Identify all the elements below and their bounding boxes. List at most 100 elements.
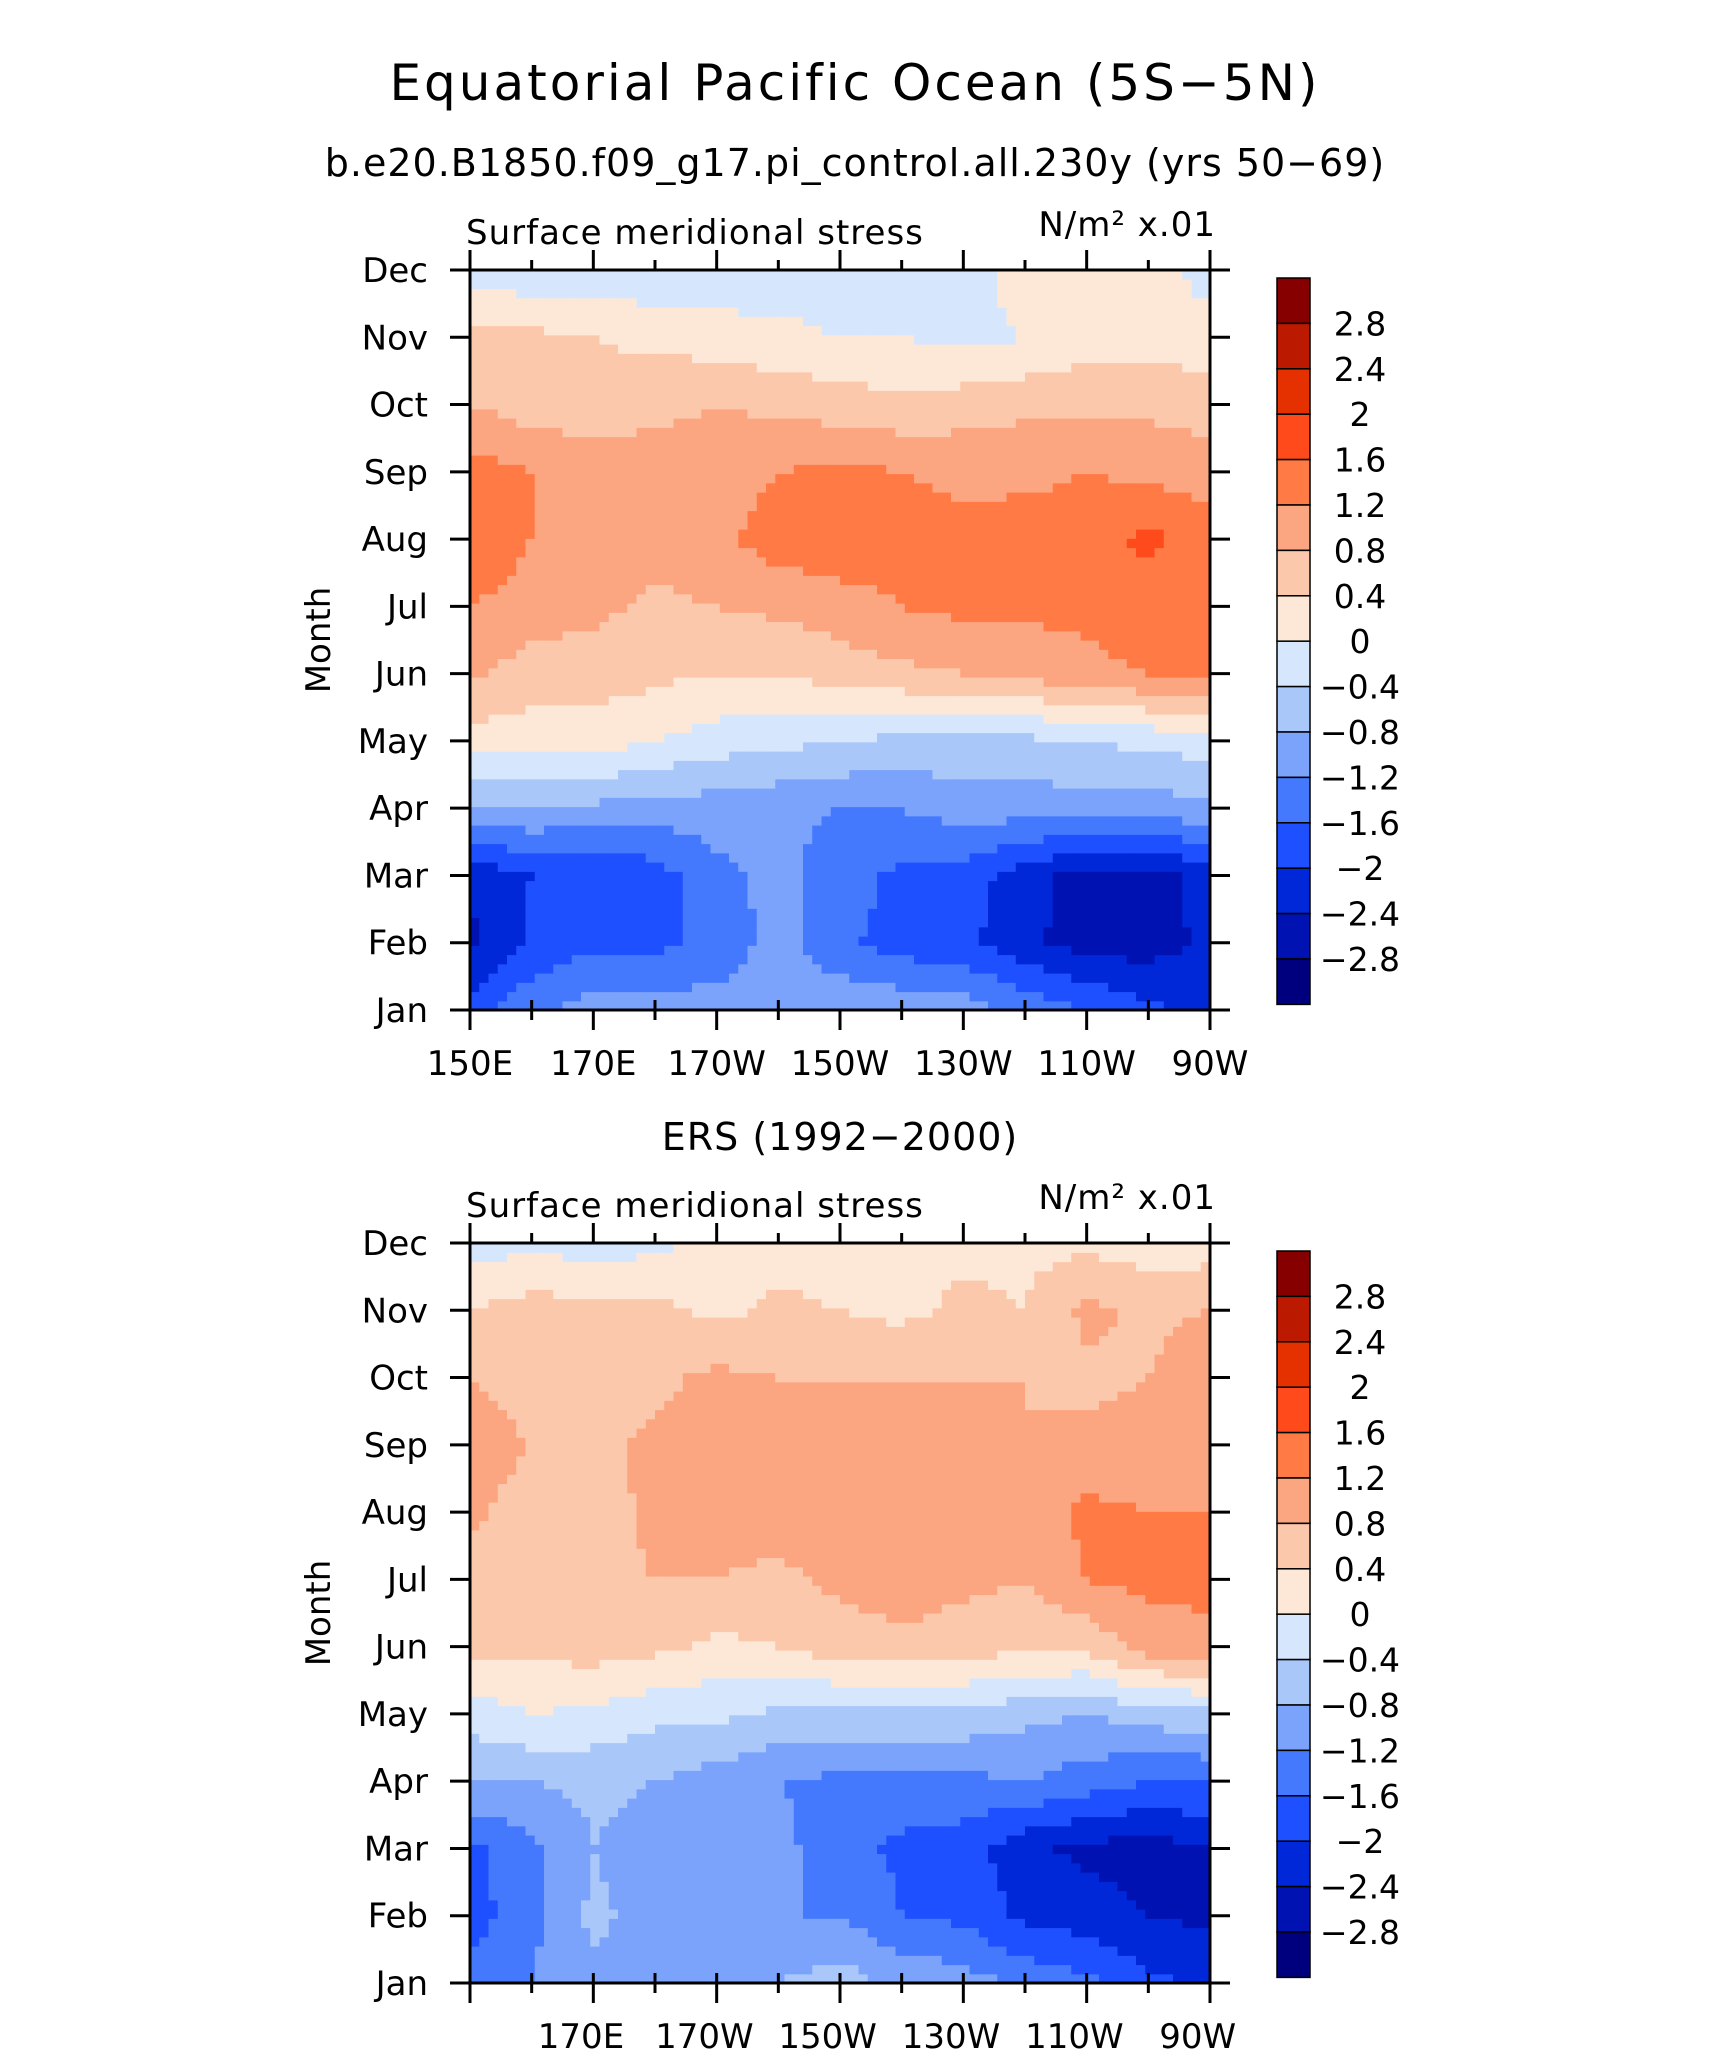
heatmap-cell — [951, 473, 961, 484]
heatmap-cell — [571, 741, 582, 752]
heatmap-cell — [766, 593, 776, 604]
heatmap-cell — [608, 760, 619, 771]
heatmap-cell — [1108, 908, 1119, 919]
heatmap-cell — [1173, 963, 1183, 974]
heatmap-cell — [775, 880, 786, 891]
heatmap-cell — [1043, 741, 1054, 752]
heatmap-cell — [1080, 593, 1091, 604]
heatmap-cell — [877, 519, 887, 530]
heatmap-cell — [516, 649, 527, 660]
heatmap-cell — [618, 575, 628, 586]
heatmap-cell — [1136, 584, 1146, 595]
heatmap-cell — [562, 482, 573, 493]
heatmap-cell — [738, 686, 749, 697]
heatmap-cell — [581, 963, 591, 974]
heatmap-cell — [941, 556, 952, 567]
heatmap-cell — [867, 436, 878, 447]
heatmap-cell — [932, 880, 943, 891]
heatmap-cell — [886, 455, 897, 465]
heatmap-cell — [1117, 492, 1128, 502]
heatmap-cell — [645, 603, 656, 613]
heatmap-cell — [840, 649, 850, 660]
heatmap-cell — [858, 538, 869, 549]
heatmap-cell — [766, 649, 776, 660]
heatmap-cell — [627, 695, 638, 706]
heatmap-cell — [1071, 723, 1082, 734]
heatmap-cell — [553, 575, 564, 586]
heatmap-cell — [877, 954, 887, 965]
heatmap-cell — [932, 982, 943, 993]
heatmap-cell — [608, 936, 619, 946]
heatmap-cell — [803, 926, 813, 937]
heatmap-cell — [710, 751, 721, 761]
heatmap-cell — [1015, 806, 1026, 817]
heatmap-cell — [775, 797, 786, 808]
heatmap-cell — [1099, 926, 1109, 937]
heatmap-cell — [516, 908, 527, 919]
heatmap-cell — [1080, 963, 1091, 974]
heatmap-cell — [932, 603, 943, 613]
heatmap-cell — [544, 963, 554, 974]
heatmap-cell — [904, 501, 915, 512]
heatmap-cell — [1015, 788, 1026, 798]
heatmap-cell — [1117, 852, 1128, 863]
heatmap-cell — [951, 695, 961, 706]
heatmap-cell — [988, 889, 998, 900]
heatmap-cell — [849, 788, 860, 798]
heatmap-cell — [636, 871, 647, 882]
heatmap-cell — [756, 843, 767, 854]
heatmap-cell — [756, 834, 767, 845]
heatmap-cell — [1136, 658, 1146, 669]
heatmap-cell — [627, 815, 638, 826]
heatmap-cell — [904, 714, 915, 724]
heatmap-cell — [525, 649, 536, 660]
heatmap-cell — [1034, 982, 1045, 993]
heatmap-cell — [719, 603, 730, 613]
heatmap-cell — [1126, 936, 1137, 946]
heatmap-cell — [784, 899, 795, 909]
heatmap-cell — [830, 1000, 841, 1010]
heatmap-cell — [470, 510, 480, 521]
heatmap-cell — [932, 834, 943, 845]
heatmap-cell — [645, 723, 656, 734]
heatmap-cell — [969, 575, 980, 586]
heatmap-cell — [997, 908, 1008, 919]
heatmap-cell — [525, 501, 536, 512]
heatmap-cell — [1043, 1000, 1054, 1010]
heatmap-cell — [655, 815, 665, 826]
heatmap-cell — [941, 686, 952, 697]
heatmap-cell — [784, 797, 795, 808]
heatmap-cell — [923, 612, 934, 623]
heatmap-cell — [951, 556, 961, 567]
heatmap-cell — [645, 982, 656, 993]
heatmap-cell — [1052, 482, 1063, 493]
heatmap-cell — [701, 464, 712, 475]
heatmap-cell — [756, 686, 767, 697]
heatmap-cell — [803, 723, 813, 734]
heatmap-cell — [1108, 547, 1119, 558]
heatmap-cell — [544, 880, 554, 891]
heatmap-cell — [840, 593, 850, 604]
heatmap-cell — [701, 473, 712, 484]
heatmap-cell — [599, 695, 610, 706]
heatmap-cell — [1089, 954, 1100, 965]
heatmap-cell — [960, 917, 971, 928]
heatmap-cell — [608, 769, 619, 780]
heatmap-cell — [664, 603, 675, 613]
heatmap-cell — [701, 529, 712, 539]
heatmap-cell — [895, 640, 906, 650]
heatmap-cell — [960, 991, 971, 1002]
heatmap-cell — [951, 501, 961, 512]
heatmap-cell — [951, 584, 961, 595]
heatmap-cell — [1062, 1000, 1072, 1010]
heatmap-cell — [1034, 501, 1045, 512]
heatmap-cell — [1071, 834, 1082, 845]
heatmap-cell — [932, 630, 943, 641]
heatmap-cell — [1034, 649, 1045, 660]
heatmap-cell — [1136, 723, 1146, 734]
heatmap-cell — [738, 575, 749, 586]
heatmap-cell — [867, 843, 878, 854]
heatmap-cell — [886, 825, 897, 835]
heatmap-cell — [1145, 843, 1156, 854]
heatmap-cell — [812, 825, 823, 835]
